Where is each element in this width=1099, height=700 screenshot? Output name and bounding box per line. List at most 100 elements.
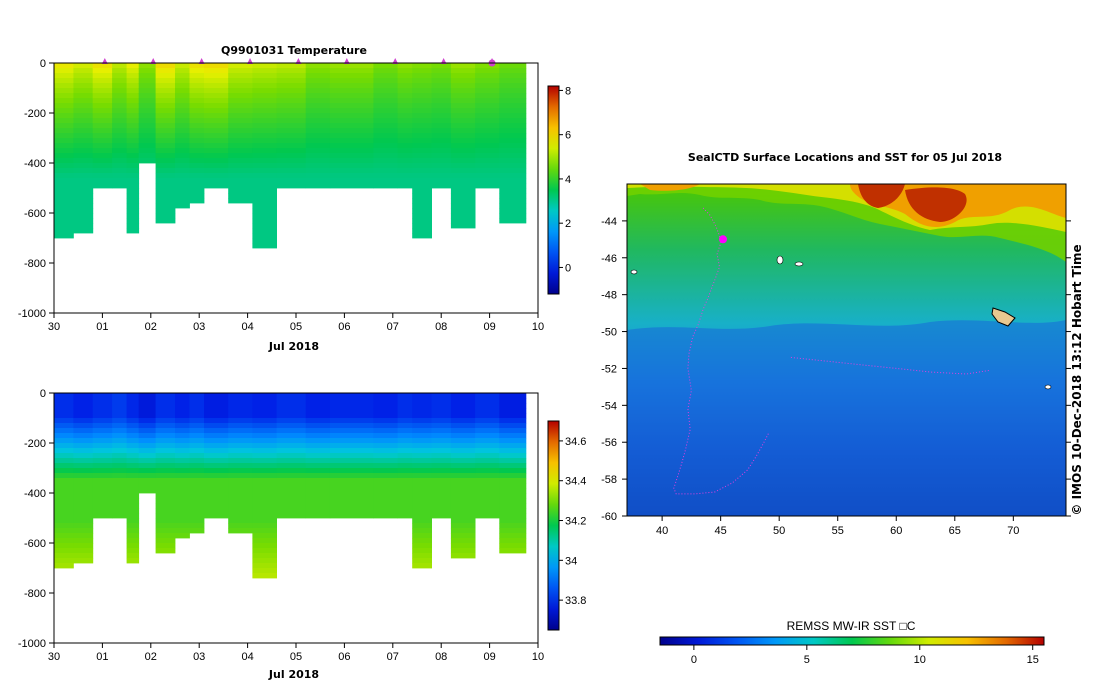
profile-cell [126,103,140,109]
profile-cell [228,443,253,449]
x-tick-label: 07 [387,651,399,663]
profile-cell [397,428,413,434]
profile-cell [92,448,113,454]
profile-cell [92,133,113,139]
profile-cell [204,498,229,504]
profile-cell [228,523,253,529]
profile-column [475,393,500,519]
profile-column [112,393,127,519]
profile-cell [189,523,205,529]
profile-cell [204,513,229,519]
profile-cell [431,463,452,469]
profile-cell [412,498,432,504]
profile-cell [204,508,229,514]
profile-cell [499,403,527,409]
profile-cell [92,503,113,509]
profile-cell [54,73,74,79]
profile-cell [305,178,331,184]
profile-cell [499,93,527,99]
colorbar-tick-label: 34.4 [565,476,586,488]
profile-cell [138,443,156,449]
profile-cell [499,188,527,194]
profile-cell [155,213,176,219]
profile-cell [54,463,74,469]
profile-cell [329,143,374,149]
profile-cell [228,483,253,489]
profile-cell [189,488,205,494]
profile-cell [397,398,413,404]
profile-cell [155,533,176,539]
profile-cell [112,153,127,159]
profile-cell [276,468,306,474]
profile-cell [431,498,452,504]
profile-cell [499,173,527,179]
profile-cell [155,153,176,159]
profile-cell [373,438,398,444]
profile-cell [73,228,94,234]
profile-cell [54,213,74,219]
profile-cell [499,468,527,474]
profile-cell [450,223,476,229]
profile-cell [276,423,306,429]
profile-cell [276,128,306,134]
profile-cell [499,428,527,434]
profile-cell [412,423,432,429]
profile-column [276,393,306,519]
profile-cell [228,428,253,434]
profile-cell [475,83,500,89]
profile-cell [175,163,190,169]
profile-cell [73,478,94,484]
profile-cell [126,493,140,499]
y-tick-label: -800 [24,588,46,600]
profile-cell [204,438,229,444]
profile-cell [475,438,500,444]
profile-cell [252,63,277,69]
profile-cell [305,473,331,479]
profile-column [204,63,229,189]
profile-cell [112,138,127,144]
profile-cell [329,473,374,479]
profile-cell [373,448,398,454]
profile-cell [499,148,527,154]
profile-cell [276,98,306,104]
profile-cell [252,163,277,169]
profile-cell [189,428,205,434]
profile-cell [54,558,74,564]
profile-cell [73,203,94,209]
map-y-tick-label: -60 [601,511,617,523]
profile-cell [92,63,113,69]
profile-cell [175,528,190,534]
profile-cell [252,493,277,499]
profile-cell [126,503,140,509]
profile-cell [126,398,140,404]
profile-column [126,393,140,564]
profile-cell [431,493,452,499]
profile-cell [373,68,398,74]
profile-cell [54,178,74,184]
profile-cell [175,153,190,159]
profile-cell [475,473,500,479]
profile-cell [431,108,452,114]
profile-cell [276,438,306,444]
x-tick-label: 02 [145,321,157,333]
profile-column [329,393,374,519]
profile-cell [189,103,205,109]
profile-cell [54,183,74,189]
profile-cell [412,428,432,434]
profile-cell [175,468,190,474]
profile-cell [499,508,527,514]
profile-cell [175,408,190,414]
profile-cell [189,108,205,114]
profile-cell [305,183,331,189]
profile-cell [175,113,190,119]
x-tick-label: 05 [290,321,302,333]
profile-cell [412,488,432,494]
profile-cell [397,503,413,509]
profile-cell [155,103,176,109]
profile-cell [126,158,140,164]
profile-cell [329,513,374,519]
profile-cell [475,458,500,464]
profile-cell [373,513,398,519]
profile-cell [252,478,277,484]
profile-cell [475,413,500,419]
